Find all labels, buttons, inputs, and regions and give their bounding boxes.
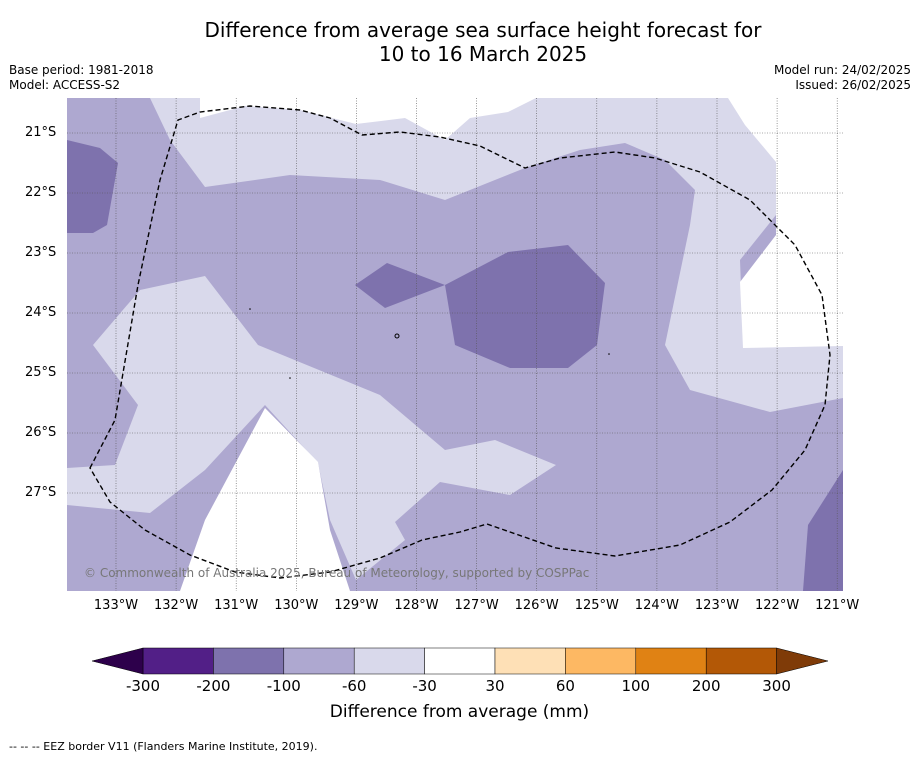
colorbar-segment [142, 647, 214, 675]
longitude-label: 122°W [755, 598, 800, 613]
anomaly-band-minus30-30 [180, 408, 350, 591]
map-panel [67, 98, 843, 591]
issued-date: Issued: 26/02/2025 [795, 78, 911, 92]
colorbar-segment [705, 647, 777, 675]
colorbar-tick-label: -30 [412, 677, 437, 695]
latitude-label: 24°S [25, 305, 57, 320]
model-run: Model run: 24/02/2025 [773, 63, 911, 77]
island-marker [608, 353, 610, 355]
longitude-label: 132°W [154, 598, 199, 613]
anomaly-band-minus200-100 [67, 140, 118, 233]
island-marker [289, 377, 291, 379]
longitude-label: 129°W [334, 598, 379, 613]
colorbar-segment [353, 647, 425, 675]
map-title: Difference from average sea surface heig… [0, 18, 919, 66]
island-marker [249, 308, 251, 310]
gridlines [67, 98, 843, 591]
longitude-label: 131°W [214, 598, 259, 613]
anomaly-band-minus60-30 [150, 98, 843, 412]
anomaly-band-minus200-100 [803, 470, 843, 591]
eez-legend-note: -- -- -- EEZ border V11 (Flanders Marine… [9, 740, 318, 753]
colorbar-tick-label: -300 [125, 677, 161, 695]
latitude-label: 23°S [25, 245, 57, 260]
colorbar-segment [494, 647, 566, 675]
latitude-label: 21°S [25, 125, 57, 140]
latitude-label: 27°S [25, 485, 57, 500]
colorbar-segment [635, 647, 707, 675]
title-line-1: Difference from average sea surface heig… [204, 18, 762, 42]
eez-border [89, 105, 831, 579]
colorbar-segment [283, 647, 355, 675]
longitude-label: 127°W [454, 598, 499, 613]
colorbar-tick-label: -60 [341, 677, 367, 695]
colorbar-segment [424, 647, 496, 675]
colorbar-tick-label: -200 [196, 677, 231, 695]
anomaly-band-minus200-100 [445, 245, 605, 368]
title-line-2: 10 to 16 March 2025 [378, 42, 588, 66]
longitude-label: 123°W [694, 598, 740, 613]
anomaly-band-minus30-30 [728, 98, 843, 348]
colorbar-over-arrow [776, 647, 829, 675]
colorbar-tick-label: 100 [621, 677, 651, 695]
latitude-label: 26°S [25, 425, 57, 440]
colorbar-tick-label: 60 [555, 677, 575, 695]
longitude-label: 124°W [634, 598, 679, 613]
anomaly-band-minus200-100 [355, 263, 445, 308]
longitude-label: 121°W [815, 598, 860, 613]
copyright-text: © Commonwealth of Australia 2025, Bureau… [84, 566, 589, 580]
island-marker [394, 333, 400, 339]
colorbar-tick-label: 30 [485, 677, 505, 695]
base-period: Base period: 1981-2018 [9, 63, 154, 77]
colorbar-segment [213, 647, 285, 675]
colorbar-tick-label: 200 [691, 677, 721, 695]
model-name: Model: ACCESS-S2 [9, 78, 121, 92]
anomaly-band-minus60-30 [67, 276, 556, 580]
colorbar [91, 647, 829, 675]
metadata-left: Base period: 1981-2018 Model: ACCESS-S2 [9, 63, 154, 93]
longitude-label: 133°W [93, 598, 139, 613]
colorbar-segment [565, 647, 637, 675]
metadata-right: Model run: 24/02/2025 Issued: 26/02/2025 [774, 63, 911, 93]
colorbar-title: Difference from average (mm) [329, 702, 590, 722]
latitude-label: 22°S [25, 185, 57, 200]
longitude-label: 125°W [574, 598, 619, 613]
colorbar-tick-label: 300 [762, 677, 791, 695]
longitude-label: 126°W [514, 598, 559, 613]
latitude-label: 25°S [25, 365, 57, 380]
colorbar-tick-label: -100 [266, 677, 301, 695]
longitude-label: 128°W [394, 598, 439, 613]
colorbar-under-arrow [91, 647, 144, 675]
longitude-label: 130°W [274, 598, 319, 613]
